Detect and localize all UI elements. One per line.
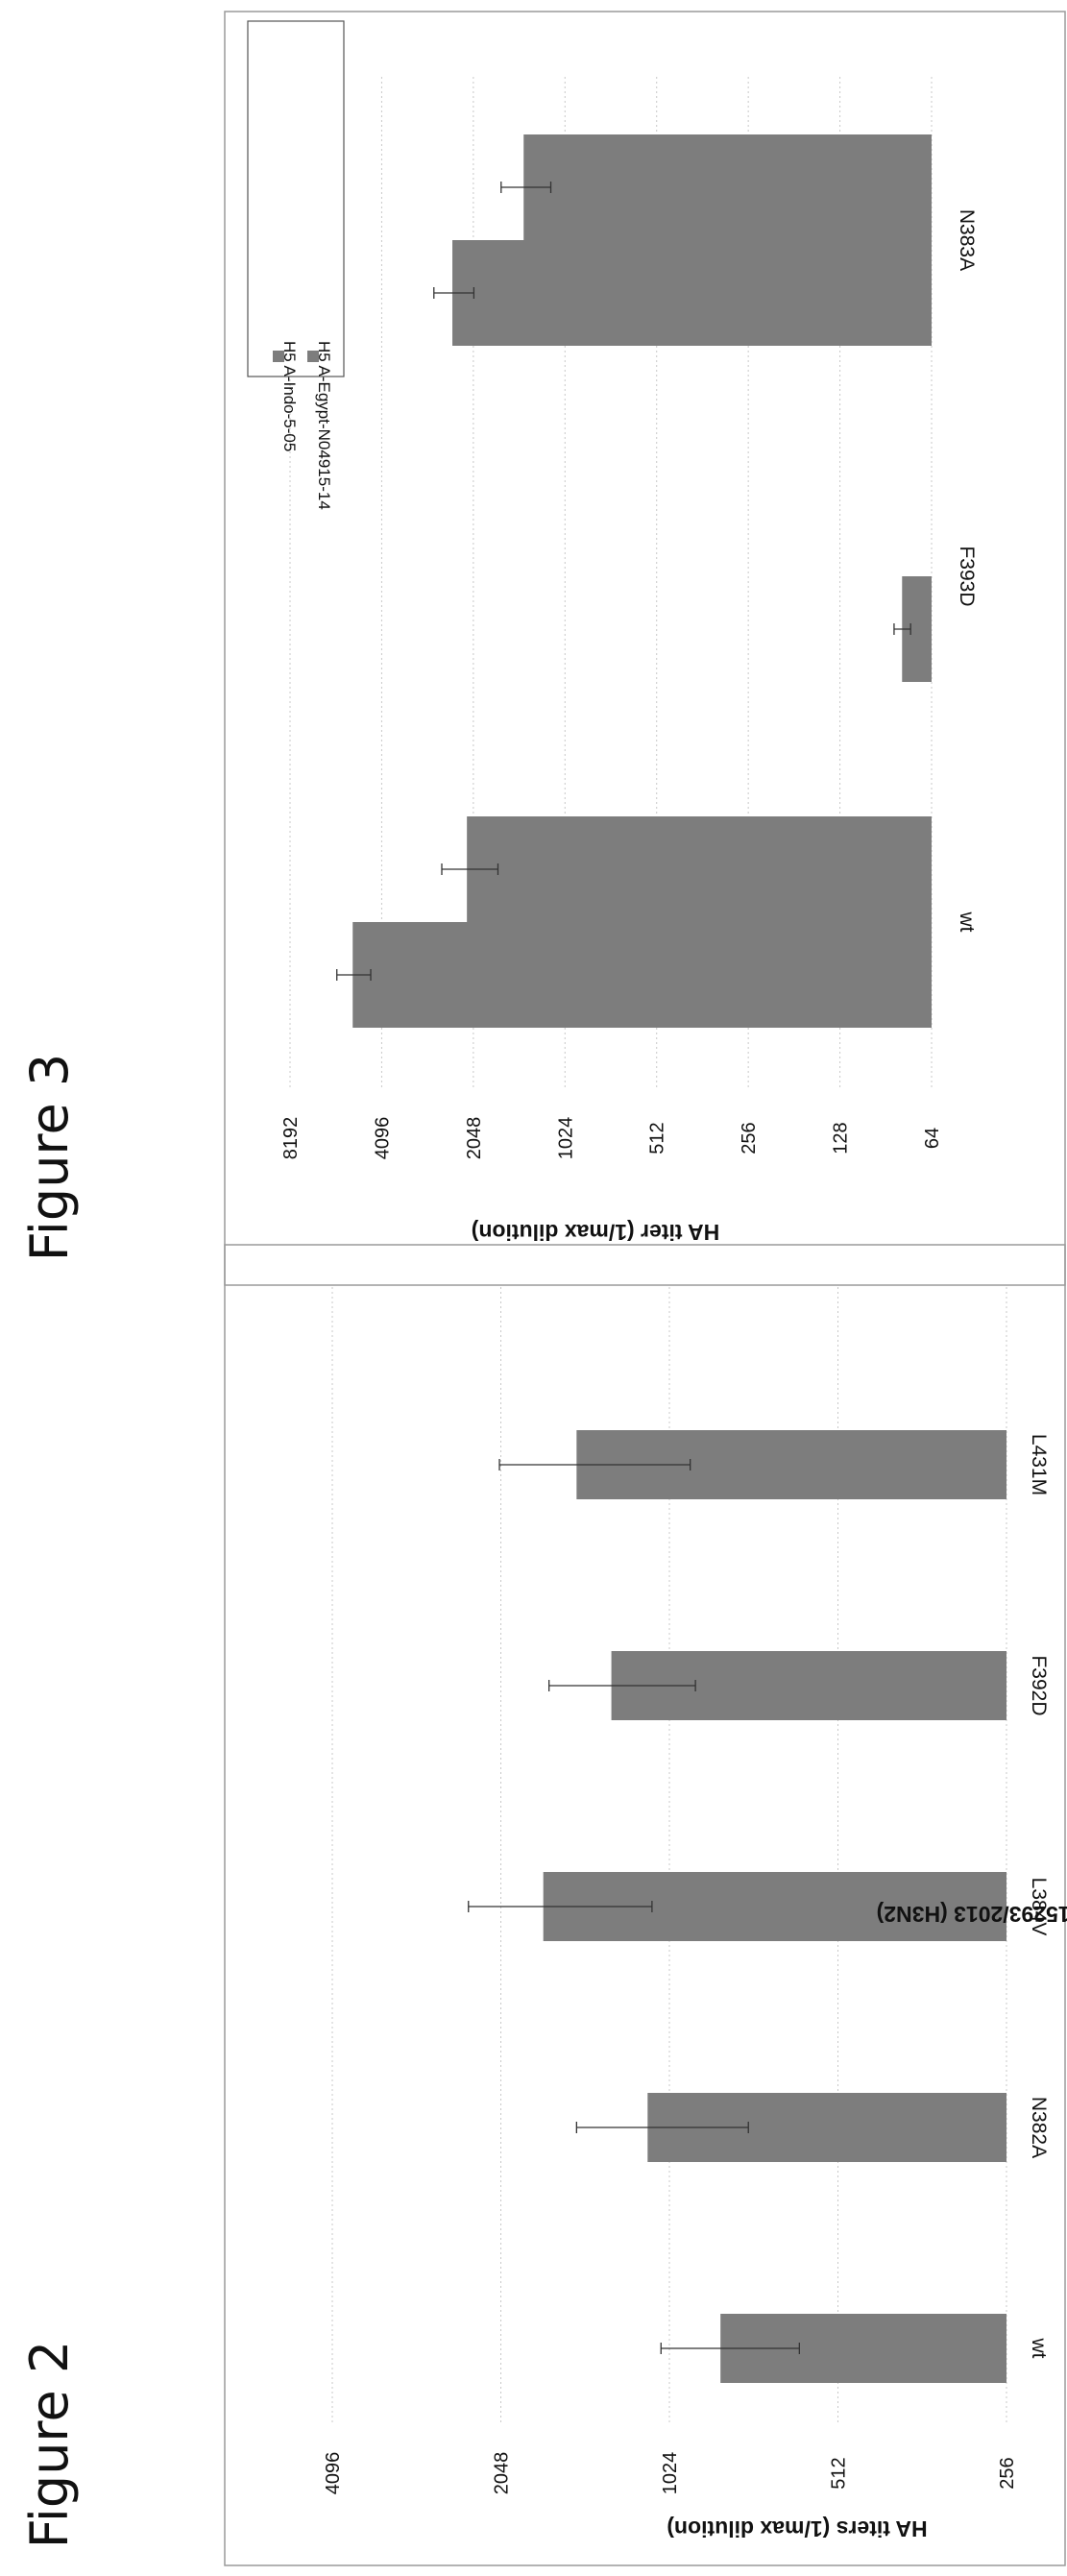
figure-2-bars — [468, 1430, 1006, 2383]
figure-3-legend: H5 A-Indo-5-05 H5 A-Egypt-N04915-14 — [247, 20, 345, 510]
figure-2-y-axis-title: HA titers (1/max dilution) — [667, 2516, 927, 2541]
category-label: F392D — [1028, 1655, 1050, 1715]
bar — [523, 134, 932, 240]
category-label: F393D — [956, 546, 978, 606]
bar — [452, 240, 932, 346]
legend-label-series-1: H5 A-Indo-5-05 — [280, 341, 299, 451]
bar — [352, 922, 932, 1028]
legend-label-series-2: H5 A-Egypt-N04915-14 — [315, 341, 333, 510]
y-tick-label: 8192 — [280, 1117, 302, 1160]
figure-2-chart-frame — [224, 1244, 1066, 2566]
legend-box — [247, 20, 345, 377]
figure-3-label: Figure 3 — [19, 1054, 80, 1261]
figure-2-x-axis-title: A/Switzerland/9715293/2013 (H3N2) — [877, 1902, 1067, 1927]
figure-2-chart: 4096 2048 1024 512 256 wt N382A L384V F392D L431… — [224, 1244, 1067, 2566]
bar — [467, 816, 932, 922]
figure-2-category-labels: wt N382A L384V F392D L431M — [1028, 1434, 1050, 2359]
y-tick-label: 1024 — [660, 2452, 681, 2495]
figure-3-chart: 8192 4096 2048 1024 512 256 128 64 wt F393D N383A… — [224, 11, 1066, 1286]
y-tick-label: 2048 — [492, 2452, 513, 2495]
figure-2-tick-labels: 4096 2048 1024 512 256 — [323, 2452, 1018, 2495]
y-tick-label: 256 — [997, 2457, 1018, 2489]
y-tick-label: 4096 — [323, 2452, 344, 2495]
figure-3-bars — [336, 134, 932, 1028]
y-tick-label: 64 — [922, 1128, 943, 1149]
y-tick-label: 1024 — [555, 1117, 576, 1160]
y-tick-label: 2048 — [464, 1117, 485, 1160]
category-label: wt — [956, 911, 978, 933]
figure-3-category-labels: wt F393D N383A — [956, 209, 978, 933]
figure-3-chart-frame — [224, 11, 1066, 1286]
y-tick-label: 512 — [829, 2457, 850, 2489]
category-label: N382A — [1028, 2097, 1050, 2158]
category-label: N383A — [956, 209, 978, 271]
y-tick-label: 4096 — [372, 1117, 393, 1160]
category-label: L431M — [1028, 1434, 1050, 1495]
figure-3-tick-labels: 8192 4096 2048 1024 512 256 128 64 — [280, 1117, 943, 1160]
legend-swatch-series-2 — [307, 351, 319, 362]
y-tick-label: 256 — [739, 1122, 760, 1154]
y-tick-label: 512 — [647, 1122, 668, 1154]
figure-2-label: Figure 2 — [19, 2341, 80, 2548]
category-label: L384V — [1028, 1878, 1050, 1936]
legend-swatch-series-1 — [273, 351, 284, 362]
category-label: wt — [1028, 2338, 1050, 2359]
y-tick-label: 128 — [831, 1122, 852, 1154]
figure-3-y-axis-title: HA titer (1/max dilution) — [472, 1220, 720, 1245]
